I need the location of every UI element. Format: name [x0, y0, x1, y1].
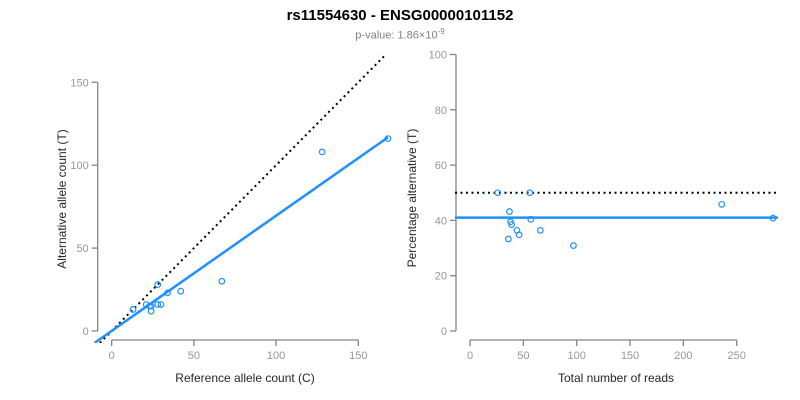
pvalue-text: p-value: 1.86×10 — [355, 29, 438, 42]
data-point — [506, 208, 513, 215]
x-tick-label: 100 — [567, 350, 585, 362]
right-plot-ylabel: Percentage alternative (T) — [405, 128, 419, 268]
data-point — [129, 306, 137, 313]
y-tick-label: 0 — [441, 326, 447, 338]
x-tick-label: 200 — [674, 350, 692, 362]
right-plot-xlabel: Total number of reads — [557, 371, 675, 385]
y-tick-label: 100 — [70, 160, 88, 172]
data-point — [537, 226, 544, 234]
left-plot-xlabel: Reference allele count (C) — [175, 371, 315, 385]
data-point — [157, 301, 165, 308]
x-tick-label: 50 — [188, 350, 200, 362]
line-layer — [93, 55, 389, 343]
data-point — [154, 281, 162, 288]
x-tick-label: 50 — [517, 350, 529, 362]
data-point — [769, 214, 777, 222]
data-point — [147, 302, 155, 310]
x-tick-label: 0 — [467, 350, 473, 362]
x-axis: 0 50 100 150 200 250 — [467, 339, 746, 362]
data-point — [527, 215, 535, 223]
data-point — [515, 231, 523, 239]
data-point — [318, 148, 326, 156]
y-tick-label: 50 — [76, 243, 88, 255]
data-point — [570, 242, 577, 249]
left-plot: 0 50 100 150 0 50 100 150 — [70, 55, 392, 362]
x-tick-label: 100 — [267, 350, 285, 362]
y-tick-label: 0 — [83, 326, 89, 338]
data-point — [154, 301, 162, 308]
y-tick-label: 150 — [70, 77, 88, 89]
pvalue-exponent: -9 — [437, 27, 445, 36]
x-tick-label: 250 — [727, 350, 745, 362]
y-tick-label: 60 — [435, 160, 447, 172]
y-axis: 0 20 40 60 80 100 — [429, 50, 457, 338]
data-point — [718, 200, 726, 208]
line-layer — [455, 191, 778, 219]
y-tick-label: 80 — [435, 105, 447, 117]
point-layer — [494, 189, 777, 249]
figure-title: rs11554630 - ENSG00000101152 — [286, 7, 514, 24]
regression-line — [93, 136, 389, 343]
y-tick-label: 100 — [429, 50, 447, 62]
x-tick-label: 150 — [349, 350, 367, 362]
y-tick-label: 40 — [435, 215, 447, 227]
right-plot: 0 50 100 150 200 250 0 20 40 60 80 100 — [429, 50, 778, 362]
data-point — [147, 307, 155, 315]
identity-line — [99, 55, 387, 343]
x-axis: 0 50 100 150 — [109, 339, 368, 362]
x-tick-label: 0 — [109, 350, 115, 362]
data-point — [494, 189, 502, 197]
data-point — [218, 277, 226, 285]
pvalue-subtitle: p-value: 1.86×10-9 — [0, 27, 800, 42]
x-tick-label: 150 — [621, 350, 639, 362]
data-point — [164, 289, 171, 297]
data-point — [177, 287, 185, 295]
data-point — [384, 135, 392, 143]
left-plot-ylabel: Alternative allele count (T) — [55, 129, 69, 269]
data-point — [505, 235, 512, 243]
point-layer — [129, 135, 392, 315]
y-axis: 0 50 100 150 — [70, 77, 99, 338]
y-tick-label: 20 — [435, 271, 447, 283]
data-point — [526, 189, 534, 197]
data-point — [508, 221, 516, 228]
